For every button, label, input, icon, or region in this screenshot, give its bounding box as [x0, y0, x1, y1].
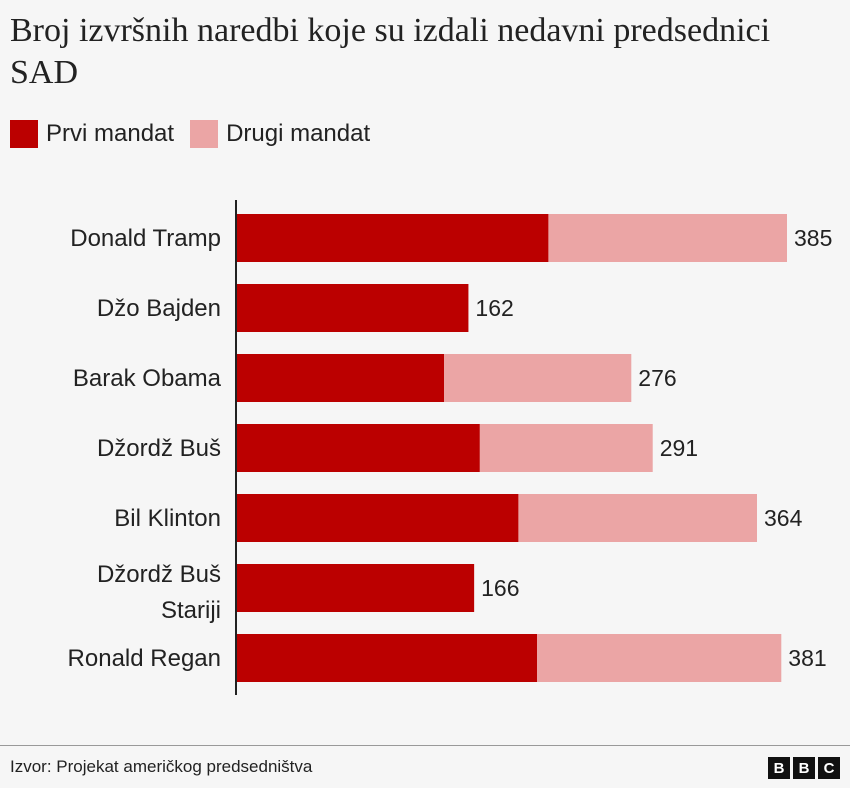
data-label: 385	[794, 225, 832, 251]
legend-swatch-second-term	[190, 120, 219, 148]
category-label: Donald Tramp	[70, 225, 221, 252]
chart-title: Broj izvršnih naredbi koje su izdali ned…	[10, 12, 771, 91]
bar-second-term	[444, 354, 632, 402]
footer-divider	[0, 745, 850, 746]
bar-second-term	[479, 424, 653, 472]
data-label: 381	[788, 645, 826, 671]
legend: Prvi mandat Drugi mandat	[10, 120, 386, 148]
bar-first-term	[237, 214, 549, 262]
category-label: Ronald Regan	[68, 645, 221, 672]
bar-second-term	[548, 214, 787, 262]
source-note: Izvor: Projekat američkog predsedništva	[10, 757, 313, 776]
data-label: 364	[764, 505, 803, 531]
data-label: 276	[638, 365, 676, 391]
legend-label-second-term: Drugi mandat	[226, 120, 371, 147]
bar-first-term	[237, 564, 475, 612]
data-label: 291	[660, 435, 698, 461]
category-label: Stariji	[161, 597, 221, 624]
bar-first-term	[237, 494, 519, 542]
legend-swatch-first-term	[10, 120, 38, 148]
category-label: Džo Bajden	[97, 295, 221, 322]
legend-item-second-term: Drugi mandat	[190, 120, 370, 148]
legend-item-first-term: Prvi mandat	[10, 120, 174, 148]
data-label: 162	[475, 295, 513, 321]
bar-first-term	[237, 634, 537, 682]
data-label: 166	[481, 575, 519, 601]
category-label: Džordž Buš	[97, 561, 221, 588]
category-label: Džordž Buš	[97, 435, 221, 462]
bar-second-term	[537, 634, 782, 682]
legend-label-first-term: Prvi mandat	[46, 120, 175, 147]
bar-first-term	[237, 354, 445, 402]
bar-first-term	[237, 424, 480, 472]
plot-area: 385 Donald Tramp 162 Džo Bajden 276 Barak Oba…	[68, 200, 832, 695]
bar-second-term	[518, 494, 757, 542]
category-label: Bil Klinton	[114, 505, 221, 532]
category-label: Barak Obama	[73, 365, 222, 392]
bar-first-term	[237, 284, 469, 332]
